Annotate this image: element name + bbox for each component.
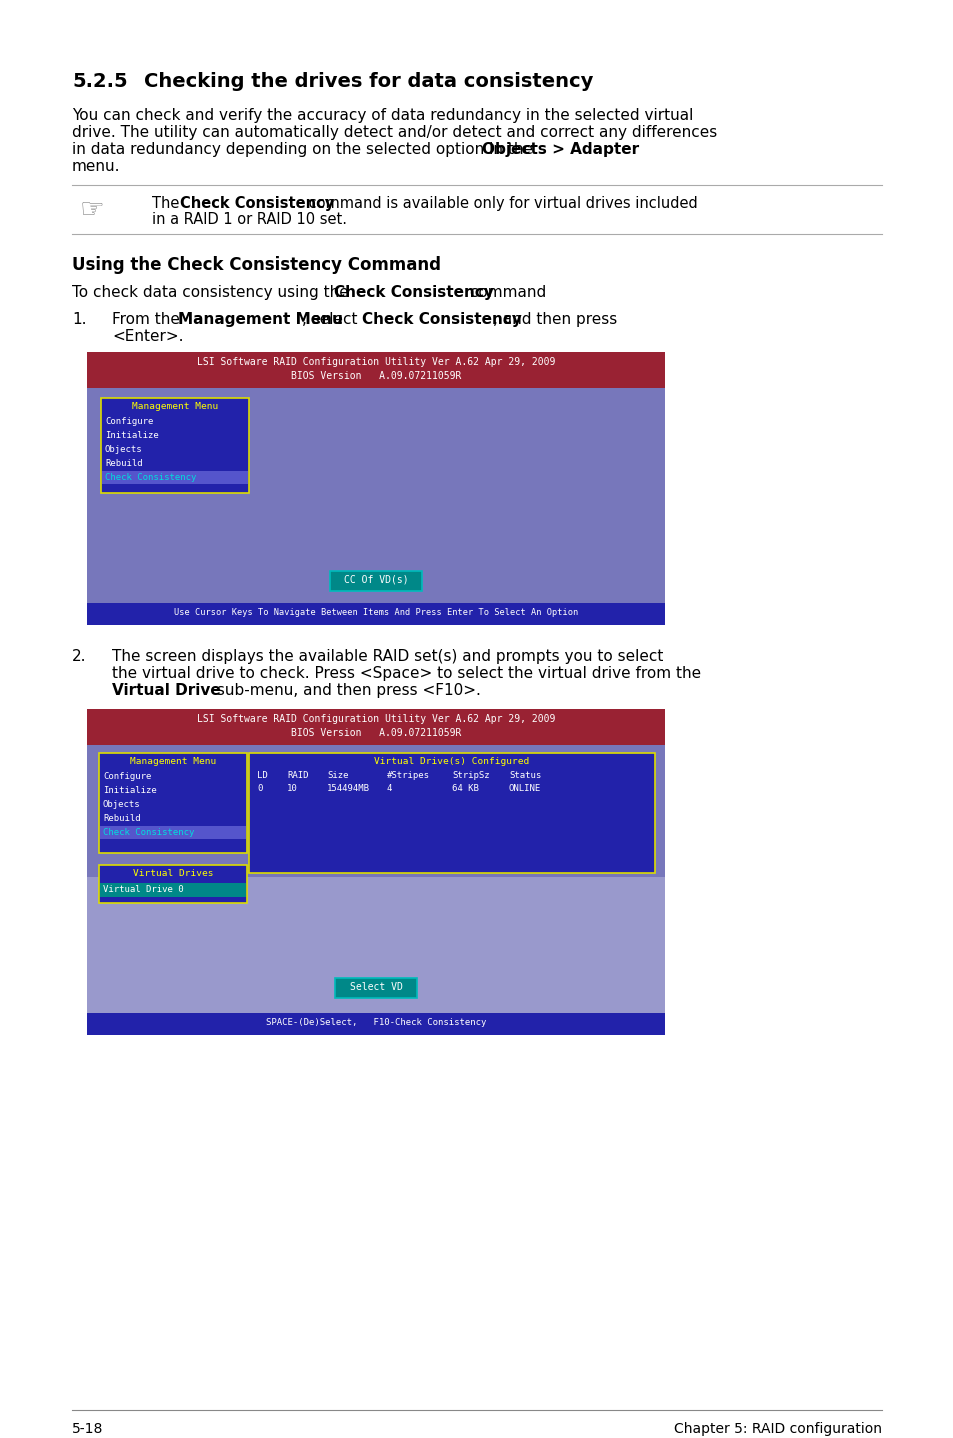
Text: Configure: Configure <box>105 417 153 426</box>
Bar <box>87 603 664 626</box>
Text: Virtual Drive: Virtual Drive <box>112 683 220 697</box>
Text: Rebuild: Rebuild <box>105 459 143 467</box>
Text: command is available only for virtual drives included: command is available only for virtual dr… <box>304 196 697 211</box>
Text: Management Menu: Management Menu <box>130 756 216 766</box>
Text: drive. The utility can automatically detect and/or detect and correct any differ: drive. The utility can automatically det… <box>71 125 717 139</box>
Text: Use Cursor Keys To Navigate Between Items And Press Enter To Select An Option: Use Cursor Keys To Navigate Between Item… <box>173 608 578 617</box>
Text: Check Consistency: Check Consistency <box>361 312 521 326</box>
Text: To check data consistency using the: To check data consistency using the <box>71 285 354 301</box>
Text: 4: 4 <box>387 784 392 792</box>
Text: , select: , select <box>302 312 362 326</box>
Text: #Stripes: #Stripes <box>387 771 430 779</box>
Bar <box>100 825 246 838</box>
Text: 1.: 1. <box>71 312 87 326</box>
Text: Status: Status <box>509 771 540 779</box>
Text: , and then press: , and then press <box>493 312 617 326</box>
Bar <box>87 1012 664 1035</box>
Bar <box>330 571 421 591</box>
Bar <box>249 754 655 873</box>
Text: Size: Size <box>327 771 348 779</box>
Text: menu.: menu. <box>71 160 120 174</box>
Text: Objects > Adapter: Objects > Adapter <box>481 142 639 157</box>
Bar <box>87 709 664 745</box>
Text: SPACE-(De)Select,   F10-Check Consistency: SPACE-(De)Select, F10-Check Consistency <box>266 1018 486 1027</box>
Text: BIOS Version   A.09.07211059R: BIOS Version A.09.07211059R <box>291 371 460 381</box>
Text: 64 KB: 64 KB <box>452 784 478 792</box>
Bar <box>87 877 664 1012</box>
Text: Virtual Drive 0: Virtual Drive 0 <box>103 884 183 894</box>
Bar <box>335 978 416 998</box>
Text: LD: LD <box>256 771 268 779</box>
Text: Initialize: Initialize <box>105 431 158 440</box>
Text: ONLINE: ONLINE <box>509 784 540 792</box>
Text: Check Consistency: Check Consistency <box>103 828 194 837</box>
Text: Virtual Drives: Virtual Drives <box>132 869 213 879</box>
Text: Objects: Objects <box>105 444 143 454</box>
Bar <box>102 472 248 485</box>
Text: Virtual Drive(s) Configured: Virtual Drive(s) Configured <box>374 756 529 766</box>
Text: 5.2.5: 5.2.5 <box>71 72 128 91</box>
Text: in a RAID 1 or RAID 10 set.: in a RAID 1 or RAID 10 set. <box>152 211 347 227</box>
Text: RAID: RAID <box>287 771 308 779</box>
Bar <box>87 352 664 388</box>
Text: Check Consistency: Check Consistency <box>180 196 334 211</box>
Text: Initialize: Initialize <box>103 787 156 795</box>
Bar <box>100 883 246 897</box>
Text: Rebuild: Rebuild <box>103 814 140 823</box>
Bar <box>101 398 249 493</box>
Text: command: command <box>464 285 546 301</box>
Text: 154494MB: 154494MB <box>327 784 370 792</box>
Text: ☞: ☞ <box>80 196 105 224</box>
Text: 0: 0 <box>256 784 262 792</box>
Text: Using the Check Consistency Command: Using the Check Consistency Command <box>71 256 440 275</box>
Bar <box>99 754 247 853</box>
Text: Configure: Configure <box>103 772 152 781</box>
Text: From the: From the <box>112 312 185 326</box>
Text: Chapter 5: RAID configuration: Chapter 5: RAID configuration <box>673 1422 882 1437</box>
Text: LSI Software RAID Configuration Utility Ver A.62 Apr 29, 2009: LSI Software RAID Configuration Utility … <box>196 715 555 723</box>
Text: StripSz: StripSz <box>452 771 489 779</box>
Text: Check Consistency: Check Consistency <box>105 473 196 482</box>
Text: The: The <box>152 196 184 211</box>
Text: BIOS Version   A.09.07211059R: BIOS Version A.09.07211059R <box>291 728 460 738</box>
Text: Checking the drives for data consistency: Checking the drives for data consistency <box>144 72 593 91</box>
Text: 5-18: 5-18 <box>71 1422 103 1437</box>
Text: Check Consistency: Check Consistency <box>334 285 494 301</box>
Bar <box>87 745 664 1012</box>
Text: The screen displays the available RAID set(s) and prompts you to select: The screen displays the available RAID s… <box>112 649 662 664</box>
Text: CC Of VD(s): CC Of VD(s) <box>343 575 408 585</box>
Bar <box>99 866 247 903</box>
Text: 2.: 2. <box>71 649 87 664</box>
Text: sub-menu, and then press <F10>.: sub-menu, and then press <F10>. <box>212 683 480 697</box>
Text: 10: 10 <box>287 784 297 792</box>
Text: Management Menu: Management Menu <box>132 403 218 411</box>
Text: <Enter>.: <Enter>. <box>112 329 183 344</box>
Text: LSI Software RAID Configuration Utility Ver A.62 Apr 29, 2009: LSI Software RAID Configuration Utility … <box>196 357 555 367</box>
Text: Select VD: Select VD <box>349 982 402 992</box>
Text: Objects: Objects <box>103 800 140 810</box>
Bar <box>87 388 664 603</box>
Text: Management Menu: Management Menu <box>178 312 342 326</box>
Text: You can check and verify the accuracy of data redundancy in the selected virtual: You can check and verify the accuracy of… <box>71 108 693 124</box>
Text: in data redundancy depending on the selected option in the: in data redundancy depending on the sele… <box>71 142 537 157</box>
Text: the virtual drive to check. Press <Space> to select the virtual drive from the: the virtual drive to check. Press <Space… <box>112 666 700 682</box>
